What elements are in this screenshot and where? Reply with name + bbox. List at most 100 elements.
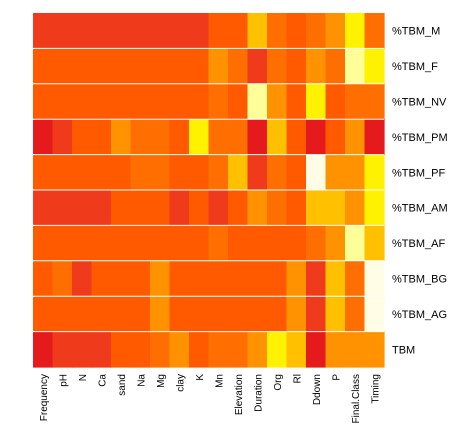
heatmap-cell <box>130 331 151 368</box>
heatmap-cell <box>325 296 346 333</box>
column-label: Final.Class <box>351 374 362 423</box>
row-label: %TBM_BG <box>392 274 447 286</box>
heatmap-cell <box>91 225 112 262</box>
heatmap-cell <box>364 13 385 49</box>
heatmap-cell <box>150 83 171 120</box>
heatmap-cell <box>130 260 151 297</box>
heatmap-cell <box>150 225 171 262</box>
column-label: Timing <box>370 374 381 404</box>
heatmap-cell <box>72 260 93 297</box>
heatmap-cell <box>189 260 210 297</box>
heatmap-cell <box>33 190 54 226</box>
heatmap-cell <box>111 48 132 85</box>
heatmap-cell <box>228 260 249 297</box>
column-labels: Frequency pH N Ca sand Na Mg clay K Mn Elevation Du… <box>39 374 382 424</box>
heatmap-cell <box>364 154 385 191</box>
heatmap-cell <box>306 225 327 262</box>
heatmap-cell <box>247 119 268 156</box>
column-label: N <box>78 374 89 381</box>
heatmap-cell <box>91 13 112 49</box>
heatmap-cell <box>91 83 112 120</box>
heatmap-cell <box>91 190 112 226</box>
heatmap-cell <box>169 119 190 156</box>
heatmap-cell <box>208 13 229 49</box>
column-label: K <box>195 374 206 381</box>
heatmap-cell <box>208 154 229 191</box>
heatmap-cell <box>33 260 54 297</box>
heatmap-cell <box>72 119 93 156</box>
heatmap-cell <box>286 83 307 120</box>
heatmap-cell <box>130 48 151 85</box>
heatmap-cell <box>267 225 288 262</box>
heatmap-cell <box>169 331 190 368</box>
heatmap-cell <box>286 119 307 156</box>
heatmap-cell <box>169 48 190 85</box>
heatmap-cell <box>189 48 210 85</box>
heatmap-cell <box>345 296 366 333</box>
heatmap-cell <box>111 119 132 156</box>
column-label: sand <box>117 374 128 396</box>
heatmap-cell <box>247 225 268 262</box>
heatmap-cell <box>130 190 151 226</box>
heatmap-cell <box>208 331 229 368</box>
heatmap-cell <box>169 225 190 262</box>
heatmap-cell <box>267 13 288 49</box>
heatmap-cell <box>306 296 327 333</box>
column-label: Duration <box>253 374 264 412</box>
heatmap-cell <box>286 225 307 262</box>
column-label: Mg <box>156 374 167 388</box>
column-label: Rl <box>292 374 303 383</box>
heatmap-cell <box>228 296 249 333</box>
heatmap-cell <box>267 296 288 333</box>
heatmap-cell <box>345 260 366 297</box>
heatmap-cell <box>72 296 93 333</box>
column-label: Ca <box>97 374 108 387</box>
heatmap-cell <box>189 296 210 333</box>
heatmap-cell <box>364 190 385 226</box>
heatmap-cell <box>130 83 151 120</box>
heatmap-cell <box>91 260 112 297</box>
heatmap-cell <box>111 260 132 297</box>
heatmap-cell <box>345 119 366 156</box>
heatmap-cell <box>111 225 132 262</box>
heatmap-cell <box>228 225 249 262</box>
row-label: %TBM_PF <box>392 167 445 179</box>
heatmap-cell <box>169 296 190 333</box>
heatmap-cell <box>306 331 327 368</box>
heatmap-cell <box>364 225 385 262</box>
heatmap-cell <box>306 190 327 226</box>
heatmap-cell <box>325 48 346 85</box>
heatmap-cell <box>52 48 73 85</box>
heatmap-cell <box>228 13 249 49</box>
heatmap-cell <box>150 190 171 226</box>
heatmap-cell <box>306 13 327 49</box>
heatmap-cell <box>286 154 307 191</box>
heatmap-cell <box>247 154 268 191</box>
heatmap-cell <box>306 154 327 191</box>
heatmap-cell <box>189 13 210 49</box>
heatmap-cell <box>364 331 385 368</box>
heatmap-cell <box>150 331 171 368</box>
heatmap-cell <box>247 13 268 49</box>
heatmap-cell <box>208 296 229 333</box>
heatmap-cell <box>33 48 54 85</box>
heatmap-cell <box>208 48 229 85</box>
heatmap-cell <box>169 154 190 191</box>
column-label: Elevation <box>234 374 245 415</box>
row-labels: %TBM_M %TBM_F %TBM_NV %TBM_PM %TBM_PF %TBM_AM… <box>392 26 448 357</box>
heatmap-cell <box>267 119 288 156</box>
heatmap-cell <box>52 331 73 368</box>
column-label: Na <box>136 374 147 387</box>
heatmap-cell <box>52 154 73 191</box>
heatmap-cell <box>189 154 210 191</box>
heatmap-cell <box>286 190 307 226</box>
heatmap-cell <box>208 260 229 297</box>
heatmap-cell <box>91 154 112 191</box>
column-label: P <box>331 374 342 381</box>
row-label: %TBM_NV <box>392 97 447 109</box>
heatmap-cell <box>111 331 132 368</box>
heatmap-cell <box>345 48 366 85</box>
heatmap-cell <box>111 13 132 49</box>
heatmap-cell <box>52 119 73 156</box>
heatmap-cell <box>208 225 229 262</box>
